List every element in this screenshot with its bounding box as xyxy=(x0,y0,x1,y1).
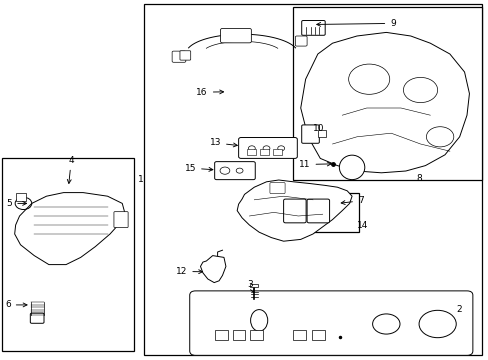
Bar xyxy=(144,4,481,355)
Bar xyxy=(293,7,481,180)
FancyBboxPatch shape xyxy=(269,183,285,194)
Text: 12: 12 xyxy=(176,267,202,276)
Text: 6: 6 xyxy=(5,300,27,309)
Polygon shape xyxy=(237,180,351,241)
Bar xyxy=(250,330,263,340)
FancyBboxPatch shape xyxy=(30,313,44,323)
Polygon shape xyxy=(200,256,225,283)
FancyBboxPatch shape xyxy=(172,51,185,62)
Text: 13: 13 xyxy=(209,139,237,148)
Bar xyxy=(276,193,359,232)
Text: 10: 10 xyxy=(312,124,324,133)
Bar xyxy=(272,149,281,155)
FancyBboxPatch shape xyxy=(301,125,319,143)
Text: 3: 3 xyxy=(247,280,254,292)
FancyBboxPatch shape xyxy=(306,199,329,223)
Text: 1: 1 xyxy=(138,175,143,184)
FancyBboxPatch shape xyxy=(295,36,306,46)
Polygon shape xyxy=(300,32,468,173)
Bar xyxy=(311,330,324,340)
Text: 8: 8 xyxy=(416,174,422,183)
FancyBboxPatch shape xyxy=(301,21,325,35)
FancyBboxPatch shape xyxy=(283,199,305,223)
Polygon shape xyxy=(15,193,124,265)
Text: 14: 14 xyxy=(356,220,368,230)
Bar xyxy=(2,158,134,351)
Ellipse shape xyxy=(339,155,364,180)
Text: 5: 5 xyxy=(6,199,26,208)
FancyBboxPatch shape xyxy=(220,28,251,43)
Text: 11: 11 xyxy=(298,160,330,169)
FancyBboxPatch shape xyxy=(189,291,472,355)
FancyBboxPatch shape xyxy=(214,162,255,180)
Bar xyxy=(260,149,268,155)
Text: 15: 15 xyxy=(184,164,212,173)
FancyBboxPatch shape xyxy=(180,51,190,60)
Text: 2: 2 xyxy=(456,305,462,314)
Bar xyxy=(16,193,26,201)
Bar xyxy=(250,284,258,287)
Bar xyxy=(215,330,227,340)
Text: 16: 16 xyxy=(196,88,223,97)
Text: 9: 9 xyxy=(316,19,395,28)
Bar xyxy=(246,149,255,155)
Bar xyxy=(232,330,245,340)
FancyBboxPatch shape xyxy=(114,212,128,228)
Text: 4: 4 xyxy=(67,156,74,184)
Bar xyxy=(293,330,305,340)
Bar xyxy=(317,130,325,137)
FancyBboxPatch shape xyxy=(238,138,297,158)
Text: 7: 7 xyxy=(341,197,363,205)
